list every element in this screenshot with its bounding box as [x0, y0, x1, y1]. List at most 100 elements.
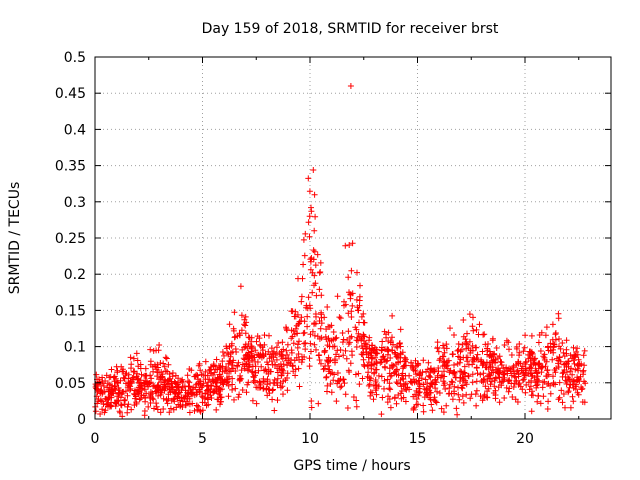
data-point — [128, 378, 135, 385]
data-point — [538, 369, 545, 376]
data-point — [316, 269, 323, 276]
data-point — [454, 347, 461, 354]
data-point — [347, 83, 354, 89]
data-point — [230, 327, 237, 334]
data-point — [520, 348, 527, 355]
data-point — [360, 361, 367, 368]
data-point — [503, 364, 510, 371]
data-point — [413, 371, 419, 378]
data-point — [370, 396, 377, 403]
data-point — [381, 363, 388, 370]
data-point — [533, 384, 540, 391]
data-point — [402, 398, 409, 405]
data-point — [398, 395, 405, 402]
data-point — [365, 369, 372, 376]
data-point — [306, 355, 313, 362]
data-point — [455, 341, 462, 347]
data-point — [545, 398, 552, 405]
data-point — [327, 381, 334, 387]
data-point — [256, 378, 263, 385]
data-point — [264, 381, 271, 388]
data-point — [290, 340, 297, 347]
data-point — [301, 340, 308, 347]
data-point — [356, 302, 363, 309]
data-point — [454, 360, 461, 367]
data-point — [252, 363, 259, 370]
data-point — [115, 380, 122, 387]
data-point — [508, 352, 515, 358]
data-point — [453, 405, 460, 412]
data-point — [205, 386, 212, 393]
data-point — [179, 404, 186, 410]
data-point — [456, 396, 463, 403]
data-point — [102, 395, 109, 402]
data-point — [193, 389, 200, 396]
data-point — [101, 409, 108, 416]
data-point — [580, 368, 586, 375]
data-point — [368, 365, 375, 372]
data-point — [162, 377, 169, 384]
data-point — [204, 372, 211, 379]
data-point — [421, 394, 428, 401]
data-point — [143, 372, 150, 379]
data-point — [114, 369, 121, 376]
data-point — [288, 308, 295, 315]
data-point — [432, 376, 439, 383]
data-point — [567, 404, 574, 411]
data-point — [311, 282, 317, 289]
data-point — [111, 383, 118, 390]
data-point — [520, 376, 527, 383]
data-point — [342, 242, 349, 249]
data-point — [271, 407, 278, 414]
data-point — [284, 370, 291, 377]
data-point — [389, 334, 395, 341]
data-point — [147, 346, 154, 353]
data-point — [266, 390, 273, 397]
data-point — [143, 390, 150, 397]
data-point — [191, 407, 198, 414]
data-point — [170, 406, 177, 413]
data-point — [347, 360, 354, 367]
data-point — [353, 337, 360, 344]
data-point — [280, 391, 286, 398]
data-point — [435, 348, 442, 355]
data-point — [126, 387, 133, 394]
data-point — [241, 344, 248, 351]
data-point — [543, 324, 550, 331]
data-point — [340, 336, 347, 343]
data-point — [306, 213, 313, 220]
data-point — [529, 351, 536, 357]
data-point — [318, 334, 325, 341]
data-point — [522, 367, 529, 374]
data-point — [154, 406, 161, 413]
data-point — [141, 379, 148, 386]
data-point — [383, 331, 389, 338]
data-point — [384, 399, 391, 406]
data-point — [334, 380, 341, 387]
data-point — [236, 391, 243, 398]
data-point — [574, 374, 581, 381]
data-point — [310, 247, 317, 254]
data-point — [355, 307, 361, 314]
data-point — [451, 388, 457, 395]
data-point — [225, 351, 232, 358]
data-point — [539, 384, 546, 391]
data-point — [466, 311, 473, 318]
data-point — [372, 344, 378, 351]
data-point — [462, 373, 468, 380]
data-point — [145, 403, 152, 410]
data-point — [108, 366, 115, 373]
data-point — [201, 399, 208, 406]
data-point — [468, 391, 475, 398]
data-point — [501, 371, 507, 378]
data-point — [356, 381, 363, 388]
data-point — [248, 344, 255, 351]
data-point — [232, 385, 239, 392]
y-tick-label: 0.25 — [55, 231, 86, 247]
data-point — [389, 364, 396, 370]
data-point — [395, 359, 402, 366]
data-point — [534, 398, 541, 405]
data-point — [510, 384, 517, 390]
data-point — [559, 399, 566, 406]
data-point — [394, 344, 401, 351]
